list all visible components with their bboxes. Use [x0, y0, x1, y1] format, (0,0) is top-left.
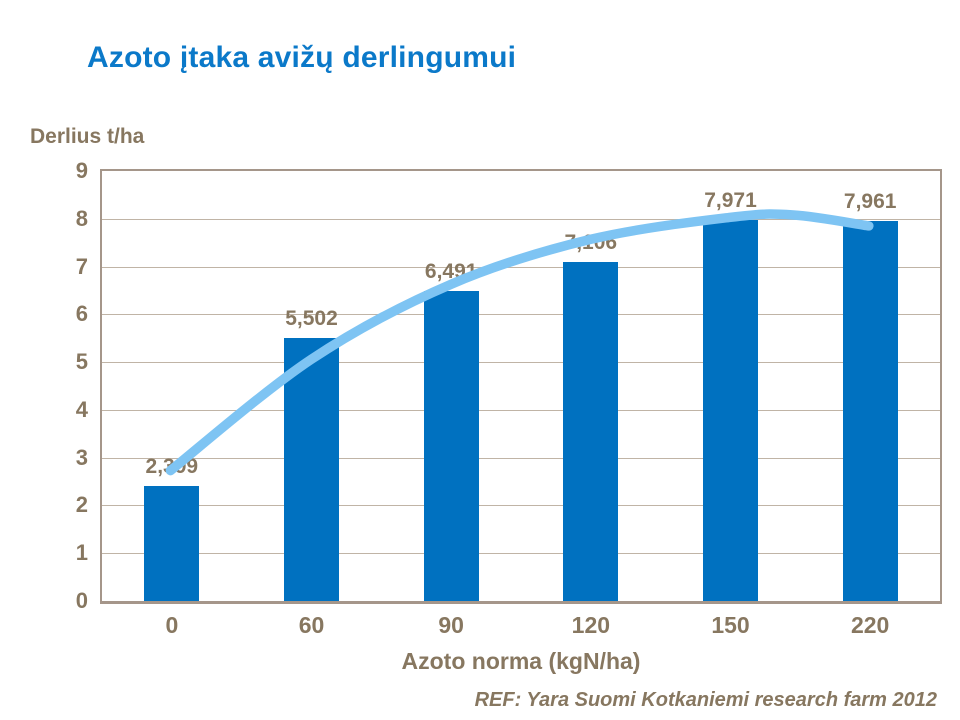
y-tick-label: 9 — [75, 158, 88, 183]
bar-value-label: 5,502 — [285, 307, 338, 331]
x-tick-label: 0 — [165, 612, 179, 638]
bar-value-label: 7,971 — [704, 189, 757, 213]
x-tick-label: 220 — [850, 612, 890, 638]
gridline — [102, 362, 940, 364]
y-tick-label: 2 — [75, 492, 88, 518]
gridline — [102, 409, 940, 411]
bar — [563, 261, 619, 601]
bar — [144, 486, 200, 601]
x-tick-label: 120 — [571, 612, 611, 638]
y-tick-label: 5 — [75, 349, 88, 375]
y-axis-title: Derlius t/ha — [30, 125, 145, 148]
gridline — [102, 218, 940, 220]
y-tick-label: 4 — [75, 396, 88, 422]
y-tick-label: 7 — [75, 253, 88, 279]
bar-value-label: 7,961 — [843, 189, 897, 213]
plot-area: 2,399 5,502 6,491 7,106 7,971 7,961 — [100, 169, 942, 604]
gridline — [102, 314, 940, 316]
y-tick-label: 0 — [75, 588, 88, 613]
gridline — [102, 553, 940, 555]
x-axis-title: Azoto norma (kgN/ha) — [401, 648, 641, 674]
gridline — [102, 457, 940, 459]
y-tick-label: 6 — [75, 301, 88, 327]
gridline — [102, 266, 940, 268]
bar — [423, 290, 479, 601]
y-tick-label: 8 — [75, 205, 88, 231]
x-tick-label: 90 — [438, 612, 464, 638]
y-tick-label: 1 — [75, 540, 88, 566]
bar — [284, 338, 339, 601]
bar — [842, 220, 898, 601]
x-tick-label: 150 — [711, 612, 750, 638]
bar — [703, 220, 758, 601]
x-tick-label: 60 — [298, 612, 325, 638]
page-title: Azoto įtaka avižų derlingumui — [87, 41, 517, 74]
trend-line — [165, 209, 874, 476]
footnote: REF: Yara Suomi Kotkaniemi research farm… — [474, 689, 937, 711]
y-tick-label: 3 — [75, 444, 88, 470]
gridline — [102, 505, 940, 507]
